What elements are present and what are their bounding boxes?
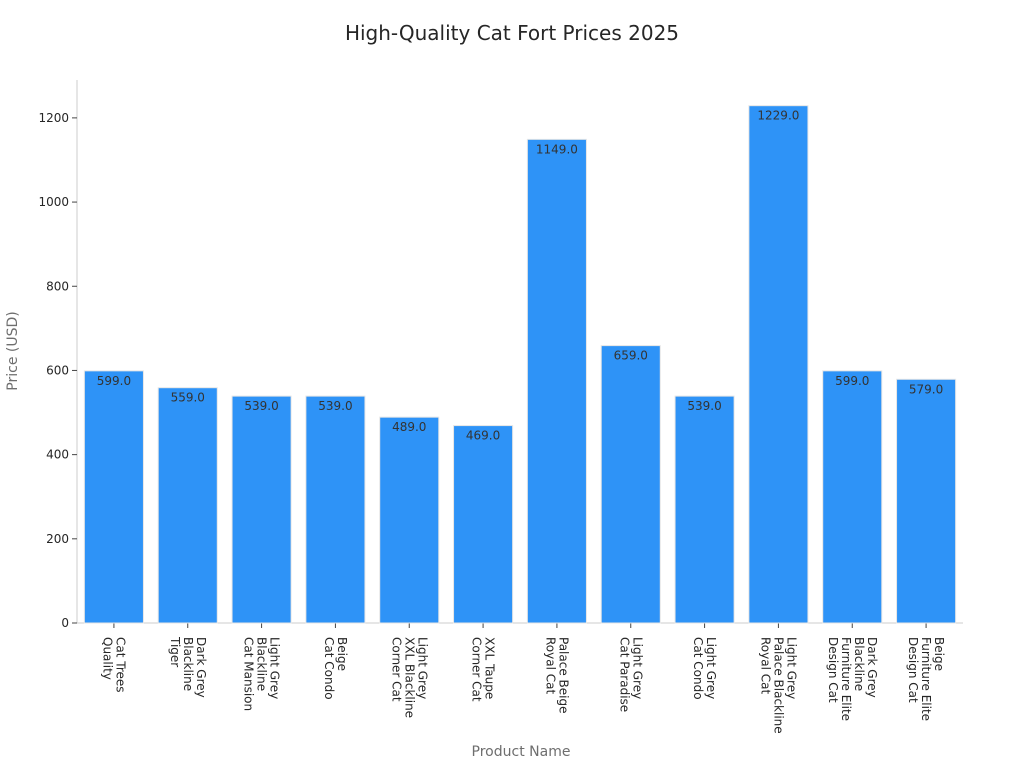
x-tick-label-line: Beige xyxy=(932,637,946,671)
y-tick-label: 0 xyxy=(61,616,69,630)
x-tick-label: Royal Cat Palace Blackline Light Grey xyxy=(758,637,798,734)
bar xyxy=(379,416,440,624)
bar-value-label: 539.0 xyxy=(318,399,352,413)
y-tick-label: 200 xyxy=(46,532,69,546)
x-tick-label: Cat Mansion Blackline Light Grey xyxy=(242,637,282,711)
x-tick-label-line: Blackline xyxy=(181,637,195,691)
y-tick-label: 1000 xyxy=(38,195,69,209)
x-tick-label-line: Cat Mansion xyxy=(242,637,256,711)
bar xyxy=(526,138,587,624)
bar xyxy=(822,370,883,624)
bar-value-label: 599.0 xyxy=(97,374,131,388)
y-tick-label: 400 xyxy=(46,448,69,462)
x-axis-label: Product Name xyxy=(472,744,571,760)
bars-group xyxy=(83,105,957,624)
x-tick-label-line: Royal Cat xyxy=(543,637,557,694)
x-tick-label-line: Cat Trees xyxy=(113,637,127,693)
x-tick-label: Design Cat Furniture Elite Beige xyxy=(906,637,946,721)
bar-value-label: 539.0 xyxy=(244,399,278,413)
x-tick-label: Quality Cat Trees xyxy=(100,637,127,693)
x-tick-label-line: Cat Condo xyxy=(691,637,705,700)
x-tick-label-line: Blackline xyxy=(255,637,269,691)
x-tick-label-line: Design Cat xyxy=(906,637,920,703)
x-tick-label-line: Light Grey xyxy=(268,637,282,699)
data-labels-group: 599.0 559.0 539.0 539.0 489.0 469.0 1149.0 659.… xyxy=(97,109,944,443)
bar-value-label: 1149.0 xyxy=(536,142,578,156)
x-tick-label-line: Beige xyxy=(335,637,349,671)
x-tick-label-line: Dark Grey xyxy=(865,637,879,698)
bar xyxy=(674,395,735,624)
x-tick-label-line: Cat Condo xyxy=(322,637,336,700)
y-tick-label: 800 xyxy=(46,279,69,293)
bar xyxy=(157,387,218,624)
x-tick-label: Corner Cat XXL Blackline Light Grey xyxy=(389,637,429,718)
bar xyxy=(896,378,957,624)
x-tick-label-line: Light Grey xyxy=(784,637,798,699)
bar xyxy=(600,345,661,624)
x-tick-label: Corner Cat XXL Taupe xyxy=(470,637,497,702)
x-tick-label-line: Royal Cat xyxy=(758,637,772,694)
x-tick-label-line: Light Grey xyxy=(415,637,429,699)
x-tick-label: Cat Condo Light Grey xyxy=(691,637,718,700)
x-tick-label-line: Blackline xyxy=(852,637,866,691)
x-tick-label-line: Palace Blackline xyxy=(771,637,785,734)
x-tick-label-line: XXL Blackline xyxy=(402,637,416,718)
x-tick-label-line: Corner Cat xyxy=(470,637,484,702)
x-axis: Quality Cat Trees Tiger Blackline Dark Grey C… xyxy=(77,622,963,734)
x-tick-label-line: Cat Paradise xyxy=(617,637,631,712)
x-tick-label-line: XXL Taupe xyxy=(483,637,497,699)
x-tick-label-line: Palace Beige xyxy=(556,637,570,713)
y-tick-label: 600 xyxy=(46,363,69,377)
bar-value-label: 579.0 xyxy=(909,382,943,396)
bar xyxy=(748,105,809,624)
x-tick-label: Cat Condo Beige xyxy=(322,637,349,700)
x-tick-label-line: Light Grey xyxy=(630,637,644,699)
y-tick-label: 1200 xyxy=(38,111,69,125)
x-tick-label: Design Cat Furniture Elite Blackline Dark G… xyxy=(826,637,879,721)
bar-value-label: 489.0 xyxy=(392,420,426,434)
bar-value-label: 469.0 xyxy=(466,429,500,443)
chart-title: High-Quality Cat Fort Prices 2025 xyxy=(345,21,679,45)
x-tick-label-line: Quality xyxy=(100,637,114,680)
x-tick-label-line: Design Cat xyxy=(826,637,840,703)
bar-value-label: 539.0 xyxy=(687,399,721,413)
y-axis-label: Price (USD) xyxy=(5,311,21,390)
x-tick-label-line: Furniture Elite xyxy=(839,637,853,721)
x-tick-label-line: Corner Cat xyxy=(389,637,403,702)
x-tick-label-line: Tiger xyxy=(168,636,182,667)
bar-value-label: 559.0 xyxy=(171,391,205,405)
x-tick-label-line: Dark Grey xyxy=(194,637,208,698)
bar-value-label: 599.0 xyxy=(835,374,869,388)
x-tick-label: Tiger Blackline Dark Grey xyxy=(168,636,208,698)
bar xyxy=(83,370,144,624)
bar-value-label: 659.0 xyxy=(614,349,648,363)
bar xyxy=(305,395,366,624)
x-tick-label: Cat Paradise Light Grey xyxy=(617,637,644,712)
bar-value-label: 1229.0 xyxy=(757,109,799,123)
bar xyxy=(231,395,292,624)
x-tick-label-line: Furniture Elite xyxy=(919,637,933,721)
x-tick-label-line: Light Grey xyxy=(704,637,718,699)
bar xyxy=(453,425,514,624)
x-tick-label: Royal Cat Palace Beige xyxy=(543,637,570,713)
y-axis: 0 200 400 600 800 1000 1200 xyxy=(38,80,78,630)
